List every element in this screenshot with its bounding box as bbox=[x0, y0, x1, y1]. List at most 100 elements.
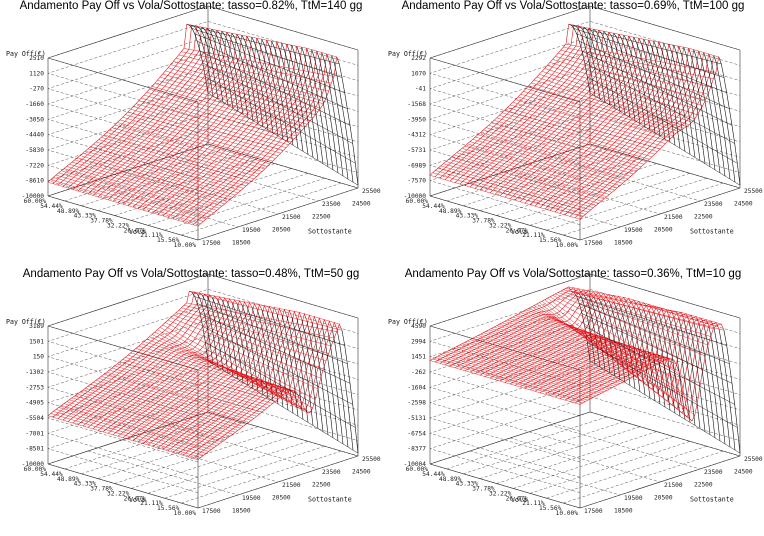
surface-line bbox=[82, 153, 233, 198]
z-tick-label: -1660 bbox=[25, 101, 44, 108]
surface-line bbox=[194, 33, 345, 94]
gridline bbox=[47, 381, 359, 478]
z-axis-label: Pay Off(€) bbox=[6, 50, 46, 58]
surface-line bbox=[197, 303, 348, 364]
z-tick-label: -5731 bbox=[407, 147, 426, 154]
surface-line bbox=[587, 342, 738, 428]
surface-line bbox=[106, 371, 257, 417]
gridline bbox=[47, 82, 359, 179]
z-tick-label: -3950 bbox=[407, 116, 426, 123]
chart-panel-4: Andamento Pay Off vs Vola/Sottostante: t… bbox=[382, 268, 764, 536]
surface-line bbox=[93, 382, 244, 427]
y-tick-label: 32.22% bbox=[107, 222, 130, 229]
surface-line bbox=[557, 292, 709, 346]
gridline bbox=[469, 450, 621, 496]
gridline bbox=[546, 445, 707, 499]
z-tick-label: -5830 bbox=[25, 147, 44, 154]
surface-line bbox=[445, 161, 597, 206]
gridline bbox=[463, 421, 624, 475]
surface-line bbox=[440, 354, 591, 399]
gridline bbox=[429, 381, 741, 478]
surface-line bbox=[432, 358, 583, 404]
tick-labels: 2510 1120 -270 -1660 -3050 -4440 -5830 -7220 -86… bbox=[6, 50, 381, 249]
surface-line bbox=[571, 24, 722, 65]
surface-line bbox=[159, 76, 311, 122]
gridline bbox=[114, 431, 275, 484]
surface-line bbox=[581, 50, 733, 126]
y-tick-label: 48.89% bbox=[57, 476, 80, 483]
surface-line bbox=[464, 342, 615, 387]
surface-line bbox=[531, 82, 682, 130]
surface-line bbox=[202, 62, 353, 144]
surface-line bbox=[141, 343, 292, 391]
surface-line bbox=[109, 129, 260, 175]
axis-edge bbox=[47, 5, 209, 59]
gridline bbox=[496, 431, 657, 484]
surface-line bbox=[149, 88, 300, 134]
surface-line bbox=[445, 351, 597, 397]
surface-line bbox=[576, 33, 727, 94]
surface-line bbox=[472, 139, 623, 184]
x-axis-label: Sottostante bbox=[308, 227, 352, 235]
surface-line bbox=[549, 62, 701, 111]
surface-line bbox=[568, 23, 719, 58]
surface-line bbox=[167, 319, 319, 390]
y-tick-label: 48.89% bbox=[57, 208, 80, 215]
surface-line bbox=[194, 296, 345, 346]
surface-line bbox=[429, 360, 581, 405]
x-tick-label: 21500 bbox=[282, 482, 301, 489]
surface-line bbox=[98, 378, 249, 423]
surface-line bbox=[563, 46, 714, 80]
gridline bbox=[429, 51, 741, 149]
surface-line bbox=[85, 387, 236, 433]
gridline bbox=[164, 445, 325, 499]
surface-line bbox=[191, 292, 343, 331]
gridline bbox=[127, 169, 279, 215]
surface-mesh bbox=[47, 290, 359, 460]
x-tick-label: 17500 bbox=[202, 508, 221, 515]
axis-edge bbox=[429, 411, 591, 465]
surface-line bbox=[69, 163, 220, 209]
z-tick-label: -5504 bbox=[25, 415, 44, 422]
axis-edge bbox=[197, 187, 359, 241]
y-tick-label: 26.67% bbox=[124, 495, 147, 502]
gridline bbox=[47, 51, 359, 149]
surface-line bbox=[143, 94, 295, 140]
gridline bbox=[131, 168, 292, 221]
surface-line bbox=[571, 290, 722, 325]
tick-labels: 3189 1501 150 -1302 -2753 -4905 -5504 -7001 -850… bbox=[6, 318, 381, 517]
surface-line bbox=[579, 41, 730, 109]
surface-line bbox=[451, 156, 602, 202]
z-axis-label: Pay Off(€) bbox=[388, 318, 428, 326]
surface-line bbox=[456, 346, 607, 391]
x-tick-label: 21500 bbox=[282, 214, 301, 221]
surface-line bbox=[555, 293, 706, 357]
surface-line bbox=[138, 345, 289, 392]
surface-line bbox=[451, 348, 602, 394]
chart-panel-2: Andamento Pay Off vs Vola/Sottostante: t… bbox=[382, 0, 764, 268]
y-tick-label: 37.78% bbox=[472, 218, 495, 225]
surface-line bbox=[517, 96, 669, 142]
x-tick-label: 22500 bbox=[312, 482, 331, 489]
z-tick-label: -8501 bbox=[25, 446, 44, 453]
surface-line bbox=[162, 73, 313, 119]
y-tick-label: 60.00% bbox=[406, 466, 429, 473]
surface-line bbox=[560, 290, 711, 337]
chart-title: Andamento Pay Off vs Vola/Sottostante: t… bbox=[401, 0, 745, 12]
surface-line bbox=[77, 157, 228, 202]
surface-line bbox=[565, 43, 717, 73]
surface-mesh bbox=[429, 23, 741, 220]
axis-edge bbox=[589, 143, 741, 189]
axis-edge bbox=[429, 57, 581, 103]
z-tick-label: -1604 bbox=[407, 384, 426, 391]
tick-labels: 4590 2994 1451 -262 -1604 -2598 -5131 -6754 -837… bbox=[388, 318, 763, 517]
z-tick-label: 1451 bbox=[411, 354, 426, 361]
surface-line bbox=[141, 97, 292, 143]
axes-box bbox=[429, 5, 741, 241]
surface-line bbox=[483, 129, 634, 175]
surface-plot: 4590 2994 1451 -262 -1604 -2598 -5131 -6754 -837… bbox=[388, 273, 763, 517]
y-tick-label: 21.11% bbox=[522, 500, 545, 507]
surface-line bbox=[547, 65, 698, 116]
gridline bbox=[47, 335, 359, 432]
gridline bbox=[47, 396, 359, 493]
